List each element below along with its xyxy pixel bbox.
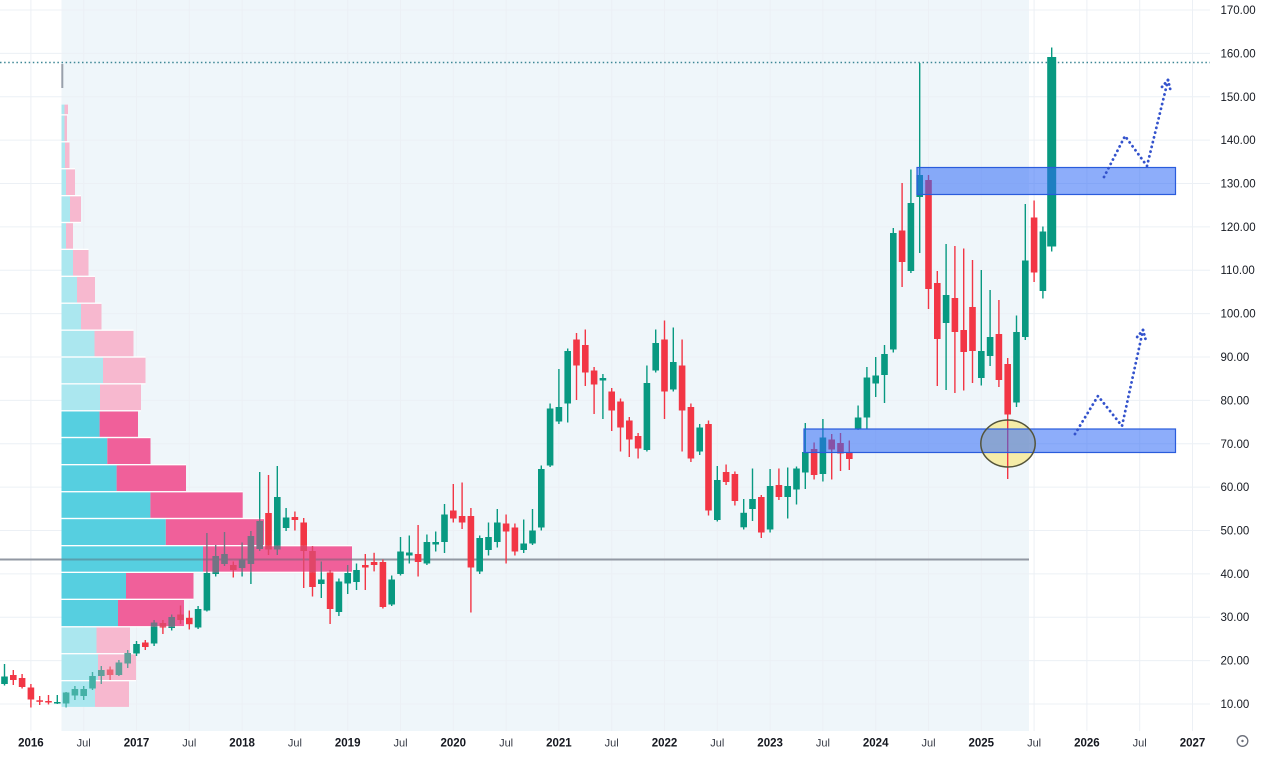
svg-text:20.00: 20.00 xyxy=(1221,656,1250,668)
svg-text:Jul: Jul xyxy=(710,738,724,750)
svg-text:2027: 2027 xyxy=(1180,738,1206,750)
svg-text:2016: 2016 xyxy=(18,738,44,750)
svg-text:Jul: Jul xyxy=(1133,738,1147,750)
svg-text:10.00: 10.00 xyxy=(1221,699,1250,711)
svg-text:100.00: 100.00 xyxy=(1221,309,1256,321)
svg-text:Jul: Jul xyxy=(182,738,196,750)
svg-text:Jul: Jul xyxy=(816,738,830,750)
svg-text:120.00: 120.00 xyxy=(1221,222,1256,234)
svg-text:160.00: 160.00 xyxy=(1221,48,1256,60)
svg-text:70.00: 70.00 xyxy=(1221,439,1250,451)
svg-text:Jul: Jul xyxy=(1027,738,1041,750)
svg-text:2017: 2017 xyxy=(124,738,150,750)
svg-text:90.00: 90.00 xyxy=(1221,352,1250,364)
svg-text:130.00: 130.00 xyxy=(1221,179,1256,191)
svg-text:Jul: Jul xyxy=(605,738,619,750)
svg-text:150.00: 150.00 xyxy=(1221,92,1256,104)
svg-text:2023: 2023 xyxy=(757,738,783,750)
svg-text:140.00: 140.00 xyxy=(1221,135,1256,147)
svg-text:60.00: 60.00 xyxy=(1221,482,1250,494)
svg-text:80.00: 80.00 xyxy=(1221,395,1250,407)
svg-text:Jul: Jul xyxy=(77,738,91,750)
svg-text:50.00: 50.00 xyxy=(1221,526,1250,538)
svg-text:Jul: Jul xyxy=(288,738,302,750)
svg-text:2022: 2022 xyxy=(652,738,678,750)
svg-text:110.00: 110.00 xyxy=(1221,265,1255,277)
svg-text:2021: 2021 xyxy=(546,738,572,750)
svg-text:170.00: 170.00 xyxy=(1221,5,1256,17)
svg-text:Jul: Jul xyxy=(921,738,935,750)
svg-text:2026: 2026 xyxy=(1074,738,1100,750)
svg-text:Jul: Jul xyxy=(393,738,407,750)
svg-text:40.00: 40.00 xyxy=(1221,569,1250,581)
svg-text:2019: 2019 xyxy=(335,738,361,750)
svg-text:Jul: Jul xyxy=(499,738,513,750)
svg-text:2020: 2020 xyxy=(441,738,467,750)
svg-text:30.00: 30.00 xyxy=(1221,612,1250,624)
svg-text:2025: 2025 xyxy=(969,738,995,750)
svg-text:2018: 2018 xyxy=(229,738,255,750)
svg-text:2024: 2024 xyxy=(863,738,889,750)
